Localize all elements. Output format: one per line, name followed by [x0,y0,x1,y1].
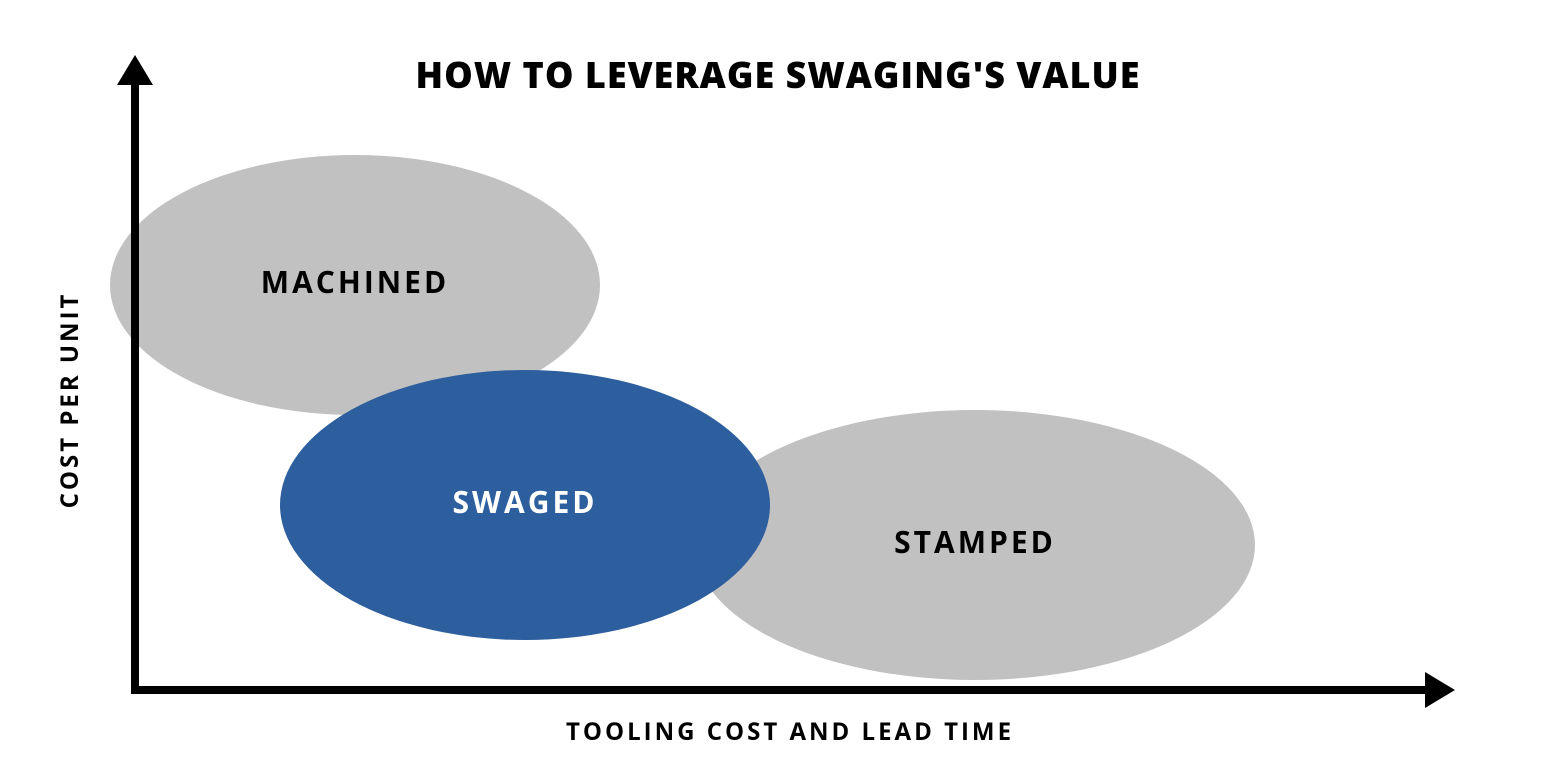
bubble-stamped-label: STAMPED [894,521,1056,562]
y-axis-label: COST PER UNIT [53,292,86,509]
x-axis-label: TOOLING COST AND LEAD TIME [566,715,1014,748]
bubble-stamped: STAMPED [695,410,1255,680]
concept-bubble-chart: MACHINED STAMPED SWAGED TOOLING COST AND LE… [0,0,1567,780]
bubble-swaged: SWAGED [280,370,770,640]
chart-title: HOW TO LEVERAGE SWAGING'S VALUE [416,50,1141,99]
bubble-machined-label: MACHINED [261,261,449,302]
bubble-swaged-label: SWAGED [453,481,598,522]
chart-stage: MACHINED STAMPED SWAGED TOOLING COST AND LE… [0,0,1567,780]
